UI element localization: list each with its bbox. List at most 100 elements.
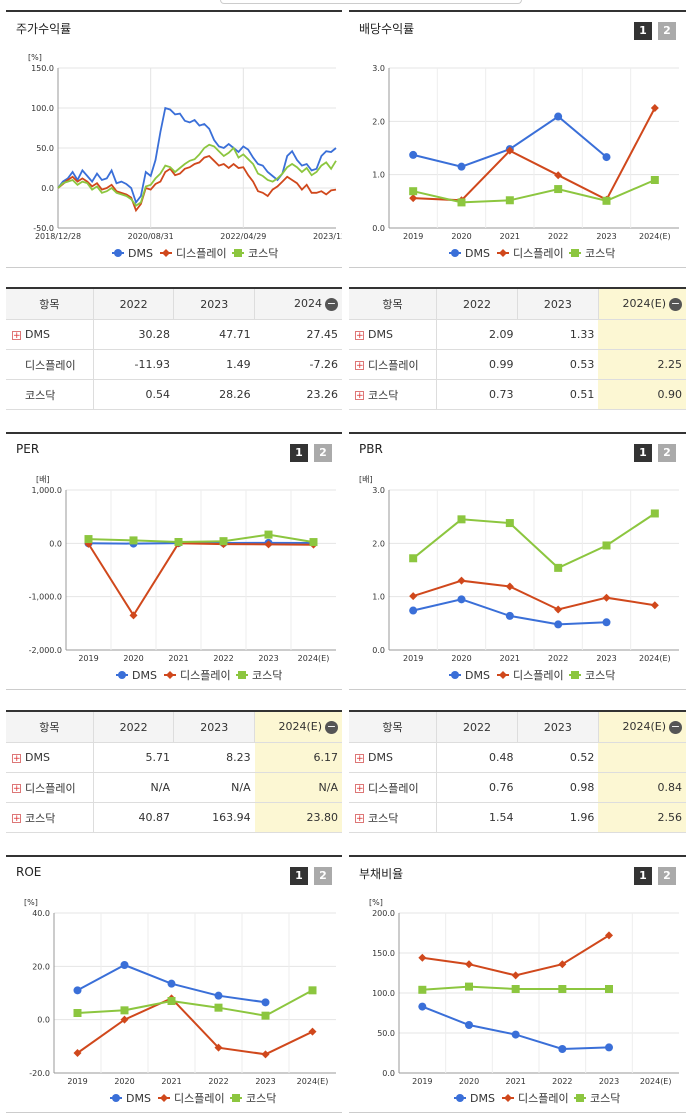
minus-icon[interactable]: − — [669, 719, 682, 734]
data-point — [576, 1094, 584, 1102]
plus-icon[interactable]: + — [12, 753, 21, 764]
chart-button-2[interactable]: 2 — [658, 867, 676, 885]
chart-button-1[interactable]: 1 — [634, 867, 652, 885]
row-label-cell: 코스닥 — [6, 379, 94, 410]
table-cell: N/A — [173, 772, 255, 803]
row-label-cell: + 코스닥 — [349, 379, 438, 410]
x-tick-label: 2023 — [255, 1077, 275, 1086]
plus-icon[interactable]: + — [12, 330, 21, 341]
table-row: + 디스플레이 0.76 0.98 0.84 — [349, 772, 686, 803]
legend-label: 디스플레이 — [174, 1092, 225, 1105]
x-tick-label: 2021 — [168, 654, 188, 663]
row-label-cell: + DMS — [6, 319, 94, 350]
data-point — [457, 576, 466, 585]
minus-icon[interactable]: − — [669, 296, 682, 311]
table-cell: 1.33 — [517, 319, 599, 350]
row-label-cell: + DMS — [6, 742, 94, 773]
legend-label: 코스닥 — [585, 247, 615, 260]
column-header: 항목 — [349, 711, 438, 743]
data-point — [650, 176, 659, 184]
y-tick-label: 200.0 — [372, 909, 395, 918]
plus-icon[interactable]: + — [355, 330, 364, 341]
data-point — [409, 606, 418, 615]
axis-unit: [배] — [359, 475, 373, 484]
data-point — [451, 249, 459, 257]
table-cell: N/A — [93, 772, 174, 803]
data-point — [264, 540, 273, 549]
y-tick-label: 50.0 — [377, 1029, 395, 1038]
data-point — [308, 1027, 317, 1036]
legend-label: DMS — [126, 1092, 151, 1105]
chart-button-2[interactable]: 2 — [658, 444, 676, 462]
chart-pbr: [배] 3.0 2.0 1.0 0.0 2019 2020 2021 2022 2023 2024(… — [359, 475, 679, 682]
chart-button-2[interactable]: 2 — [658, 22, 676, 40]
panel-stock-return: 주가수익률 [%] 150.0 100.0 50.0 0.0 -50.0 2018/12/2… — [6, 10, 342, 268]
chart-button-2[interactable]: 2 — [314, 444, 332, 462]
minus-icon[interactable]: − — [325, 719, 338, 734]
panel-title: PBR — [359, 442, 383, 456]
axis-unit: [%] — [369, 898, 383, 907]
table-row: + 코스닥 40.87 163.94 23.80 — [6, 802, 342, 833]
data-point — [409, 187, 418, 196]
y-tick-label: 0.0 — [372, 224, 385, 233]
plus-icon[interactable]: + — [12, 814, 21, 824]
series-line — [412, 115, 608, 168]
y-tick-label: 20.0 — [32, 962, 50, 971]
x-tick-label: 2019 — [403, 232, 423, 241]
panel-title: 주가수익률 — [16, 22, 72, 36]
y-tick-label: 100.0 — [372, 989, 395, 998]
data-point — [214, 1003, 223, 1012]
data-point — [465, 982, 473, 991]
data-point — [418, 1002, 427, 1011]
data-point — [457, 515, 466, 524]
data-point — [120, 1006, 129, 1015]
x-tick-label: 2023 — [258, 654, 278, 663]
plus-icon[interactable]: + — [355, 391, 364, 401]
top-edge-controls — [220, 0, 522, 4]
data-point — [409, 592, 418, 601]
x-tick-label: 2023 — [596, 232, 616, 241]
column-header: 2022 — [93, 711, 175, 743]
x-tick-label: 2024(E) — [639, 654, 671, 663]
data-point — [219, 537, 228, 546]
plus-icon[interactable]: + — [355, 361, 364, 371]
plus-icon[interactable]: + — [355, 753, 364, 764]
chart-button-1[interactable]: 1 — [290, 444, 308, 462]
y-tick-label: 0.0 — [49, 539, 62, 548]
legend-label: 코스닥 — [585, 669, 615, 682]
y-tick-label: 50.0 — [36, 144, 54, 153]
plus-icon[interactable]: + — [355, 814, 364, 824]
legend-label: 디스플레이 — [518, 1092, 569, 1105]
chart-button-1[interactable]: 1 — [290, 867, 308, 885]
chart-button-2[interactable]: 2 — [314, 867, 332, 885]
data-point — [554, 620, 563, 629]
axis-unit: [%] — [28, 53, 42, 62]
x-tick-label: 2024(E) — [639, 232, 671, 241]
series-line — [412, 512, 656, 570]
plus-icon[interactable]: + — [355, 784, 364, 794]
chart-button-1[interactable]: 1 — [634, 22, 652, 40]
table-row: + 디스플레이 N/A N/A N/A — [6, 772, 342, 803]
data-point — [120, 961, 129, 969]
legend-label: DMS — [470, 1092, 495, 1105]
table-cell: 40.87 — [93, 802, 174, 833]
data-point — [73, 1009, 82, 1017]
x-tick-label: 2021 — [500, 232, 520, 241]
data-point — [112, 1094, 120, 1102]
chart-button-1[interactable]: 1 — [634, 444, 652, 462]
minus-icon[interactable]: − — [325, 296, 338, 311]
series-line — [87, 542, 314, 618]
x-tick-label: 2020 — [459, 1077, 479, 1086]
column-header: 항목 — [6, 711, 94, 743]
series-line — [88, 533, 314, 544]
column-header: 항목 — [349, 288, 438, 320]
legend-label: DMS — [465, 247, 490, 260]
plus-icon[interactable]: + — [12, 784, 21, 794]
table-cell: 0.52 — [517, 742, 599, 773]
legend-label: 디스플레이 — [176, 247, 227, 260]
y-tick-label: 2.0 — [372, 539, 385, 548]
